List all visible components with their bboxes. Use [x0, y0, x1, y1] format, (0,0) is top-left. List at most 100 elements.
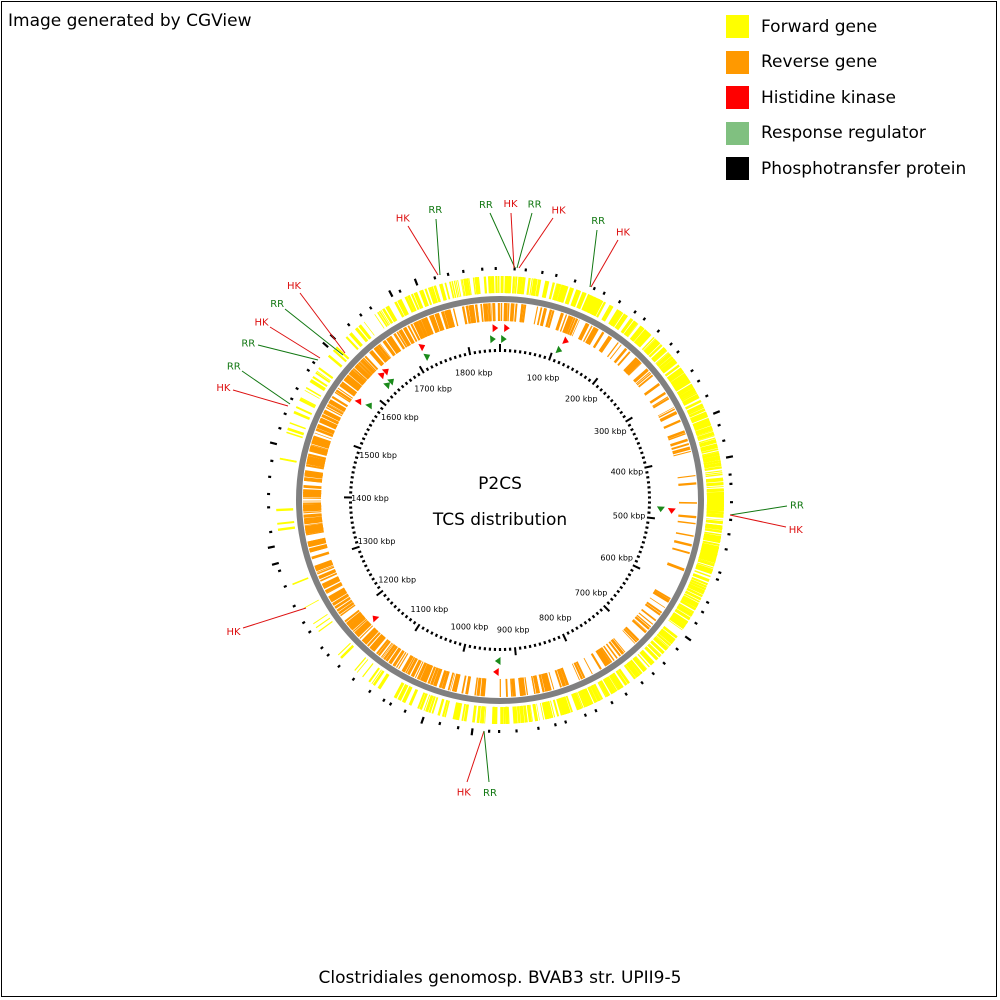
forward-gene-mark: [680, 600, 696, 610]
forward-gene-mark: [380, 310, 391, 325]
forward-gene-mark: [305, 387, 322, 397]
scale-minor-tick: [473, 350, 477, 355]
reverse-gene-mark: [369, 633, 384, 650]
reverse-gene-mark: [361, 627, 376, 642]
scale-minor-tick: [640, 451, 644, 455]
forward-gene-mark: [641, 336, 655, 351]
forward-gene-mark: [576, 692, 584, 709]
scale-minor-tick: [523, 350, 527, 355]
forward-gene-mark: [587, 686, 597, 704]
forward-gene-mark: [604, 677, 616, 694]
forward-gene-mark: [633, 657, 646, 671]
forward-gene-mark: [598, 681, 609, 697]
forward-gene-mark: [624, 664, 637, 679]
forward-gene-mark: [615, 670, 628, 686]
reverse-gene-mark: [383, 339, 396, 356]
reverse-gene-mark: [519, 677, 525, 696]
forward-gene-mark: [674, 380, 691, 391]
forward-gene-mark: [518, 276, 523, 295]
reverse-gene-mark: [305, 529, 324, 535]
callout-line: [590, 239, 619, 288]
reverse-gene-mark: [436, 312, 445, 331]
outer-tick: [311, 360, 316, 365]
scale-minor-tick: [523, 645, 527, 650]
reverse-gene-mark: [657, 407, 675, 417]
forward-gene-mark: [654, 350, 668, 363]
forward-gene-mark: [309, 379, 326, 392]
reverse-gene-mark: [672, 448, 691, 455]
forward-gene-mark: [397, 299, 407, 317]
scale-tick-label: 300 kbp: [594, 427, 627, 436]
forward-gene-mark: [643, 338, 656, 352]
scale-major-tick: [376, 589, 384, 597]
reverse-gene-mark: [447, 672, 454, 691]
reverse-gene-mark: [545, 309, 553, 328]
reverse-gene-mark: [402, 327, 414, 345]
forward-gene-mark: [695, 566, 713, 575]
reverse-gene-mark: [646, 601, 662, 614]
reverse-gene-mark: [658, 408, 676, 419]
reverse-gene-mark: [354, 365, 370, 379]
scale-minor-tick: [356, 451, 360, 455]
forward-gene-mark: [700, 551, 718, 556]
reverse-gene-mark: [678, 514, 697, 519]
reverse-gene-mark: [617, 351, 631, 367]
forward-gene-mark: [449, 281, 455, 299]
scale-minor-tick: [616, 589, 621, 594]
callout-line: [589, 229, 598, 288]
forward-gene-mark: [461, 703, 466, 721]
legend-swatch-reverse-gene: [726, 50, 749, 74]
reverse-gene-mark: [624, 358, 639, 373]
reverse-gene-mark: [532, 675, 539, 694]
callout-line: [483, 730, 490, 783]
outer-tick: [359, 313, 363, 317]
forward-gene-mark: [544, 701, 551, 719]
forward-gene-mark: [696, 564, 713, 572]
reverse-gene-mark: [320, 573, 338, 582]
forward-gene-mark: [656, 633, 672, 647]
scale-major-tick: [353, 444, 362, 450]
scale-minor-tick: [434, 633, 439, 638]
reverse-gene-mark: [510, 678, 513, 697]
outer-tick: [403, 709, 407, 713]
reverse-gene-mark: [407, 325, 418, 343]
reverse-gene-mark: [305, 470, 324, 475]
forward-gene-mark: [673, 377, 690, 390]
forward-gene-mark: [706, 508, 724, 512]
scale-minor-tick: [448, 639, 452, 643]
scale-tick-label: 100 kbp: [527, 373, 560, 382]
reverse-gene-mark: [307, 457, 326, 463]
forward-gene-mark: [705, 477, 724, 481]
scale-minor-tick: [599, 388, 603, 392]
forward-gene-mark: [686, 588, 703, 597]
hk-marker: [504, 324, 510, 332]
reverse-gene-mark: [363, 628, 377, 643]
reverse-gene-mark: [341, 381, 358, 394]
rr-callout-label: RR: [790, 500, 804, 511]
reverse-gene-mark: [603, 645, 615, 662]
callout-line: [269, 326, 321, 359]
reverse-gene-mark: [626, 361, 642, 376]
forward-gene-mark: [654, 636, 669, 650]
hk-marker: [372, 615, 380, 623]
forward-gene-mark: [662, 625, 678, 639]
forward-gene-mark: [386, 305, 398, 322]
forward-gene-mark: [685, 592, 701, 601]
outer-tick: [537, 726, 540, 730]
reverse-gene-mark: [569, 318, 579, 336]
forward-gene-mark: [468, 278, 472, 296]
hk-callout-label: HK: [789, 525, 804, 536]
outer-tick: [675, 647, 679, 651]
outer-tick: [656, 329, 661, 333]
forward-gene-mark: [552, 283, 558, 300]
callout-line: [407, 225, 439, 276]
reverse-gene-mark: [673, 450, 692, 457]
reverse-gene-mark: [510, 303, 515, 322]
forward-gene-mark: [318, 621, 333, 632]
reverse-gene-mark: [672, 547, 690, 555]
forward-gene-mark: [460, 279, 465, 297]
tcs-marker-track: [354, 324, 676, 676]
forward-gene-mark: [703, 458, 721, 464]
reverse-gene-mark: [358, 361, 373, 376]
